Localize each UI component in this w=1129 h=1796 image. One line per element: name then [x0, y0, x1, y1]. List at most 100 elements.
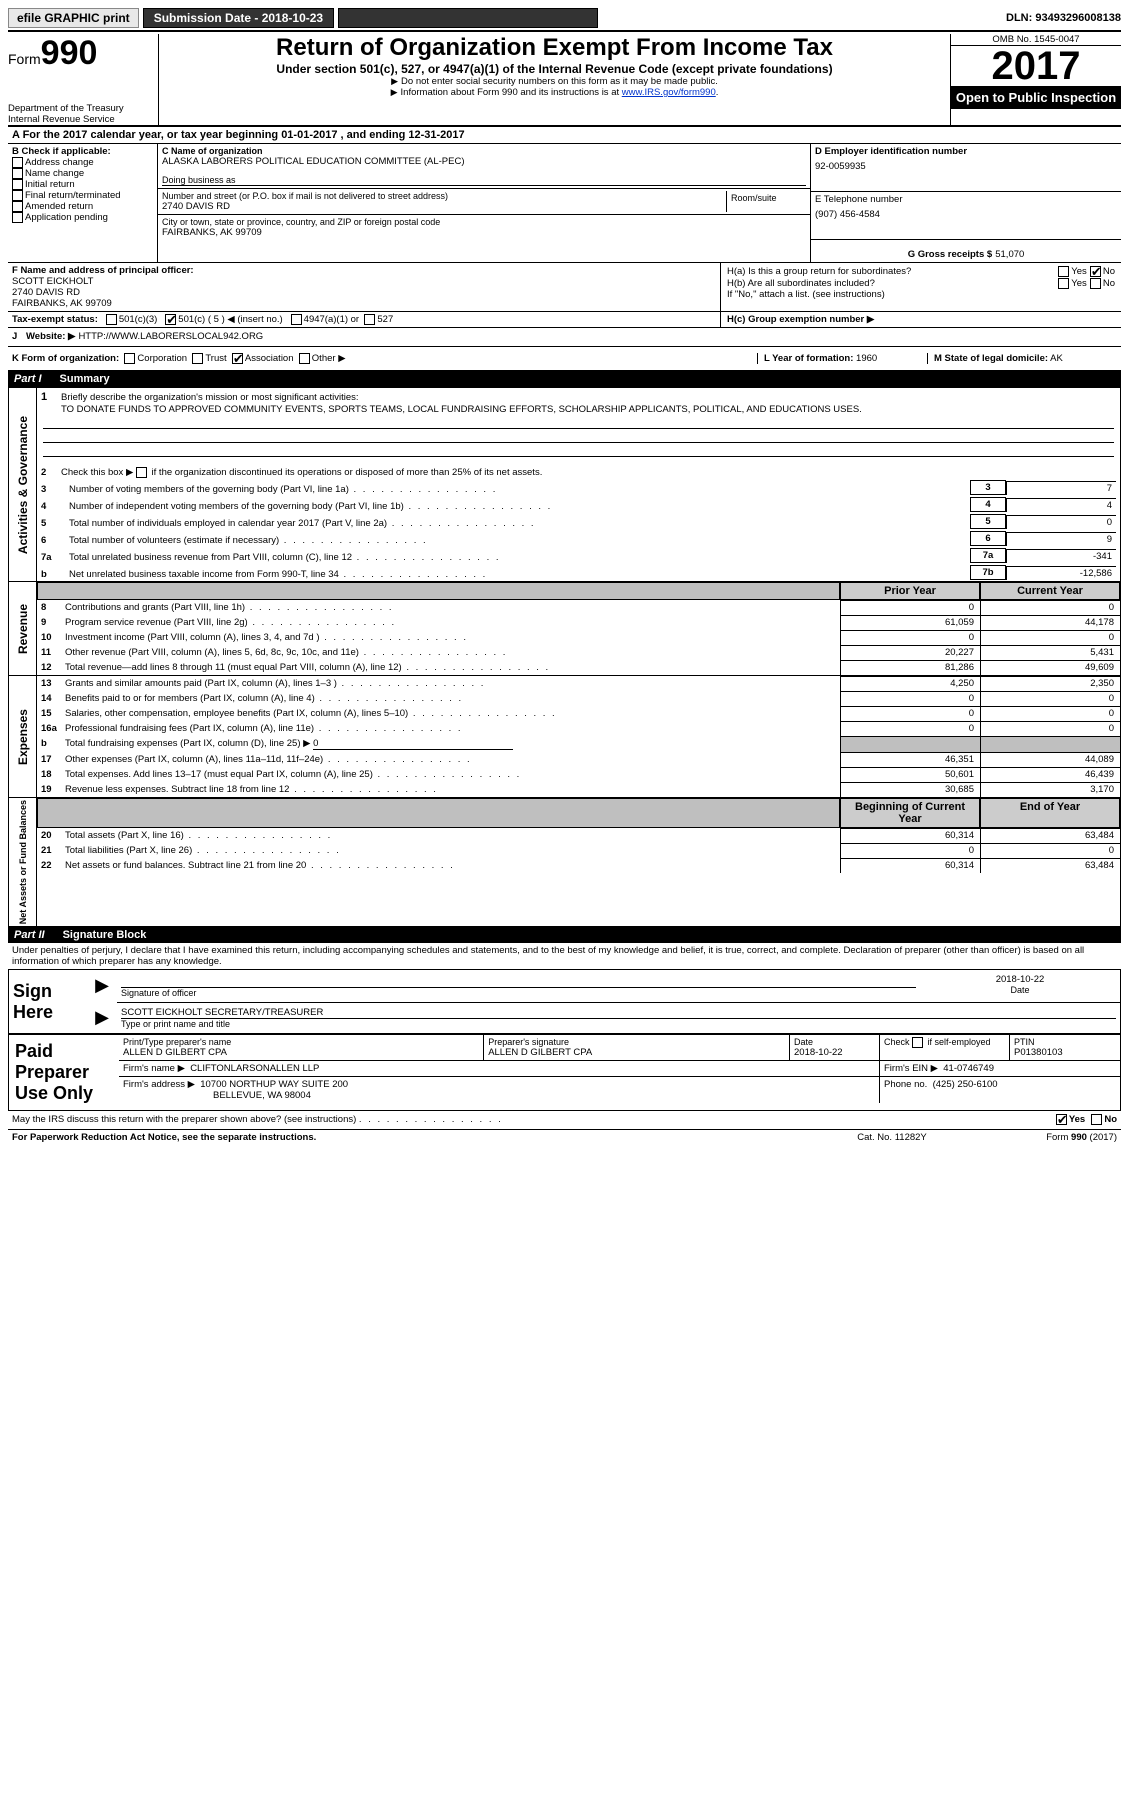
dots	[359, 1114, 503, 1125]
check-self-emp[interactable]	[912, 1037, 923, 1048]
line-val: -341	[1006, 549, 1116, 563]
line-desc: Investment income (Part VIII, column (A)…	[61, 630, 840, 645]
line-box: 6	[970, 531, 1006, 546]
m-val: AK	[1050, 353, 1063, 364]
c-name-label: C Name of organization	[162, 146, 806, 156]
check-final-return[interactable]	[12, 190, 23, 201]
line-num: 7a	[41, 552, 69, 563]
line-desc: Net assets or fund balances. Subtract li…	[61, 858, 840, 873]
check-label: Amended return	[25, 201, 93, 212]
line-desc: Net unrelated business taxable income fr…	[69, 569, 970, 580]
line-val: 7	[1006, 481, 1116, 495]
line-box: 7b	[970, 565, 1006, 580]
room-label: Room/suite	[726, 191, 806, 212]
irs-link[interactable]: www.IRS.gov/form990	[622, 87, 716, 98]
val-current: 0	[980, 706, 1120, 721]
k-opt: Other ▶	[312, 353, 346, 364]
m-label: M State of legal domicile:	[934, 353, 1048, 364]
ha-yes[interactable]	[1058, 266, 1069, 277]
ha-label: H(a) Is this a group return for subordin…	[727, 266, 1058, 277]
col-begin: Beginning of Current Year	[840, 798, 980, 828]
l-val: 1960	[856, 353, 877, 364]
part1-t: Summary	[60, 373, 110, 385]
form-no-footer: 990	[1071, 1132, 1087, 1143]
i-block: Tax-exempt status: 501(c)(3) 501(c) ( 5 …	[8, 312, 721, 327]
val-current: 44,089	[980, 752, 1120, 767]
val-prior: 81,286	[840, 660, 980, 675]
line-num: 11	[37, 645, 61, 660]
topbar: efile GRAPHIC print Submission Date - 20…	[8, 8, 1121, 28]
city: FAIRBANKS, AK 99709	[162, 227, 806, 238]
check-name-change[interactable]	[12, 168, 23, 179]
prep-name: ALLEN D GILBERT CPA	[123, 1047, 479, 1058]
discuss-yes[interactable]	[1056, 1114, 1067, 1125]
cat-no: Cat. No. 11282Y	[817, 1132, 967, 1143]
opt-4947: 4947(a)(1) or	[304, 314, 359, 325]
check-app-pending[interactable]	[12, 212, 23, 223]
d-label: D Employer identification number	[815, 146, 1117, 157]
hb-yes[interactable]	[1058, 278, 1069, 289]
check-label: Application pending	[25, 212, 108, 223]
line-num: 19	[37, 782, 61, 797]
val-prior: 50,601	[840, 767, 980, 782]
check-527[interactable]	[364, 314, 375, 325]
city-label: City or town, state or province, country…	[162, 217, 806, 227]
k-corp[interactable]	[124, 353, 135, 364]
submission-date: Submission Date - 2018-10-23	[143, 8, 334, 28]
line-num: 14	[37, 691, 61, 706]
e-phone: (907) 456-4584	[815, 209, 1117, 220]
check-4947[interactable]	[291, 314, 302, 325]
val-current: 0	[980, 691, 1120, 706]
line-num: b	[41, 569, 69, 580]
paid-preparer-block: Paid Preparer Use Only Print/Type prepar…	[8, 1034, 1121, 1111]
line-desc: Total assets (Part X, line 16)	[61, 828, 840, 843]
val-prior: 0	[840, 691, 980, 706]
form-label: Form	[8, 51, 41, 67]
check-501c[interactable]	[165, 314, 176, 325]
e-label: E Telephone number	[815, 194, 1117, 205]
val-prior: 0	[840, 630, 980, 645]
line-num: 13	[37, 676, 61, 691]
addr: 2740 DAVIS RD	[162, 201, 726, 212]
sig-line[interactable]	[121, 974, 916, 988]
firm-addr-label: Firm's address ▶	[123, 1079, 195, 1090]
firm-name: CLIFTONLARSONALLEN LLP	[190, 1063, 319, 1074]
line-desc: Grants and similar amounts paid (Part IX…	[61, 676, 840, 691]
line-box: 7a	[970, 548, 1006, 563]
check-501c3[interactable]	[106, 314, 117, 325]
col-b-checks: B Check if applicable: Address change Na…	[8, 144, 158, 262]
k-trust[interactable]	[192, 353, 203, 364]
date-label: Date	[924, 985, 1116, 995]
prep-date-label: Date	[794, 1037, 875, 1047]
line-num: 18	[37, 767, 61, 782]
discuss-no[interactable]	[1091, 1114, 1102, 1125]
val-current: 0	[980, 721, 1120, 736]
part2-n: Part II	[14, 929, 45, 941]
website-label: Website: ▶	[26, 331, 75, 343]
spacer-dark	[338, 8, 598, 28]
sig-date: 2018-10-22	[924, 974, 1116, 985]
line-desc: Other revenue (Part VIII, column (A), li…	[61, 645, 840, 660]
hb-note: If "No," attach a list. (see instruction…	[727, 289, 1115, 300]
val-prior: 60,314	[840, 828, 980, 843]
k-assoc[interactable]	[232, 353, 243, 364]
l2-check[interactable]	[136, 467, 147, 478]
efile-link[interactable]: efile GRAPHIC print	[8, 8, 139, 28]
section-activities: Activities & Governance 1Briefly describ…	[8, 387, 1121, 582]
k-opt: Trust	[205, 353, 226, 364]
line-num: 9	[37, 615, 61, 630]
check-amended[interactable]	[12, 201, 23, 212]
line-num: 17	[37, 752, 61, 767]
form-header: Form990 Department of the Treasury Inter…	[8, 34, 1121, 127]
arrow-icon: ▶	[95, 975, 109, 996]
k-other[interactable]	[299, 353, 310, 364]
part2-decl: Under penalties of perjury, I declare th…	[8, 943, 1121, 969]
paid-label: Paid Preparer Use Only	[9, 1035, 119, 1110]
ha-no[interactable]	[1090, 266, 1101, 277]
note-ssn: Do not enter social security numbers on …	[165, 76, 944, 87]
val-prior: 60,314	[840, 858, 980, 873]
k-opt: Association	[245, 353, 294, 364]
hb-no[interactable]	[1090, 278, 1101, 289]
check-initial-return[interactable]	[12, 179, 23, 190]
check-address-change[interactable]	[12, 157, 23, 168]
